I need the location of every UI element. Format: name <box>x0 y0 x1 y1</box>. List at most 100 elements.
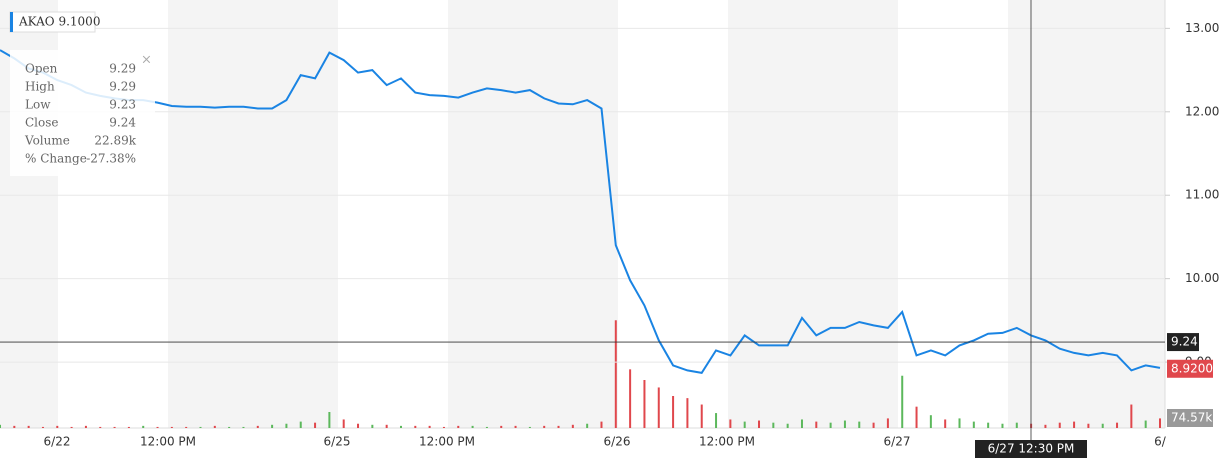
tooltip-key: % Change <box>25 152 87 166</box>
volume-bar <box>915 406 918 428</box>
volume-bar <box>571 424 574 428</box>
volume-bar <box>199 426 202 428</box>
tooltip-value: 9.24 <box>109 116 136 130</box>
volume-bar <box>686 398 689 428</box>
crosshair-time: 6/27 12:30 PM <box>988 442 1075 456</box>
volume-bar <box>987 422 990 428</box>
volume-bar <box>142 425 145 428</box>
volume-bar <box>256 425 259 428</box>
volume-bar <box>242 426 245 428</box>
x-tick-label: 6/ <box>1154 435 1167 449</box>
x-tick-label: 12:00 PM <box>419 435 475 449</box>
volume-bar <box>485 426 488 428</box>
volume-bar <box>1015 422 1018 428</box>
volume-bar <box>629 369 632 428</box>
x-tick-label: 6/25 <box>324 435 351 449</box>
volume-bar <box>514 425 517 428</box>
volume-bar <box>1101 423 1104 428</box>
volume-bar <box>127 426 130 428</box>
volume-bar <box>929 415 932 428</box>
plot <box>0 49 1161 375</box>
crosshair-value-box <box>1167 333 1199 352</box>
volume-bar <box>170 426 173 428</box>
volume-bar <box>357 423 360 428</box>
x-tick-label: 6/22 <box>44 435 71 449</box>
volume-bar <box>442 426 445 428</box>
tooltip-value: 9.29 <box>109 62 136 76</box>
volume-bar <box>815 421 818 428</box>
volume-bar <box>657 387 660 428</box>
y-tick-label: 12.00 <box>1185 104 1219 118</box>
volume-bar <box>758 420 761 428</box>
tooltip <box>10 50 155 176</box>
volume-bar <box>772 422 775 428</box>
volume-bar <box>843 420 846 428</box>
tooltip-key: Low <box>25 98 51 112</box>
tooltip-value: 9.29 <box>109 80 136 94</box>
y-tick-label: 10.00 <box>1185 271 1219 285</box>
last-price: 8.9200 <box>1171 361 1213 375</box>
price-line <box>0 49 1161 375</box>
volume-bar <box>829 422 832 428</box>
tooltip-value: 22.89k <box>94 134 136 148</box>
volume-bar <box>156 426 159 428</box>
volume-bar <box>1073 421 1076 428</box>
volume-bar <box>328 412 331 428</box>
ticker-color <box>10 12 13 32</box>
volume-bar <box>1144 420 1147 428</box>
volume-bar <box>185 426 188 428</box>
volume-bar <box>800 419 803 428</box>
volume-bar <box>858 421 861 428</box>
tooltip-value: 9.23 <box>109 98 136 112</box>
volume-bar <box>213 425 216 428</box>
volume-bar <box>285 423 288 428</box>
volume-bar <box>0 424 1 428</box>
tooltip-key: Close <box>25 116 59 130</box>
ticker-label: AKAO 9.1000 <box>18 15 100 29</box>
y-tick-label: 11.00 <box>1185 188 1219 202</box>
x-tick-label: 6/26 <box>604 435 631 449</box>
tooltip-value: -27.38% <box>86 152 136 166</box>
volume-bar <box>41 426 44 428</box>
volume-bar <box>299 421 302 428</box>
volume-bar <box>56 425 59 428</box>
volume-bar <box>614 320 617 428</box>
volume-bar <box>1058 422 1061 428</box>
volume-label: 74.57k <box>1171 411 1212 425</box>
x-tick-label: 12:00 PM <box>140 435 196 449</box>
x-tick-label: 12:00 PM <box>699 435 755 449</box>
y-tick-label: 13.00 <box>1185 21 1219 35</box>
tooltip-close: × <box>141 53 152 68</box>
volume-bar <box>414 425 417 428</box>
tooltip-key: High <box>25 80 55 94</box>
volume-bar <box>600 421 603 428</box>
volume-bar <box>84 425 87 428</box>
crosshair-value: 9.24 <box>1171 335 1198 349</box>
volume-bar <box>543 425 546 428</box>
volume-bar <box>1130 404 1133 428</box>
volume-bar <box>399 425 402 428</box>
volume-bar <box>314 422 317 428</box>
volume-bar <box>271 424 274 428</box>
volume-bar <box>886 418 889 428</box>
volume-bar <box>13 425 16 428</box>
volume-bar <box>99 426 102 428</box>
volume-bar <box>371 424 374 428</box>
volume-bar <box>786 423 789 428</box>
volume-bars <box>0 320 1161 428</box>
volume-bar <box>743 421 746 428</box>
volume-bar <box>557 425 560 428</box>
volume-bar <box>729 419 732 428</box>
volume-bar <box>872 422 875 428</box>
volume-bar <box>1044 424 1047 428</box>
session-bands <box>0 0 1165 428</box>
volume-bar <box>1087 423 1090 428</box>
x-tick-label: 6/27 <box>884 435 911 449</box>
volume-bar <box>586 423 589 428</box>
volume-bar <box>342 419 345 428</box>
volume-bar <box>228 426 231 428</box>
volume-bar <box>428 425 431 428</box>
volume-bar <box>672 396 675 428</box>
